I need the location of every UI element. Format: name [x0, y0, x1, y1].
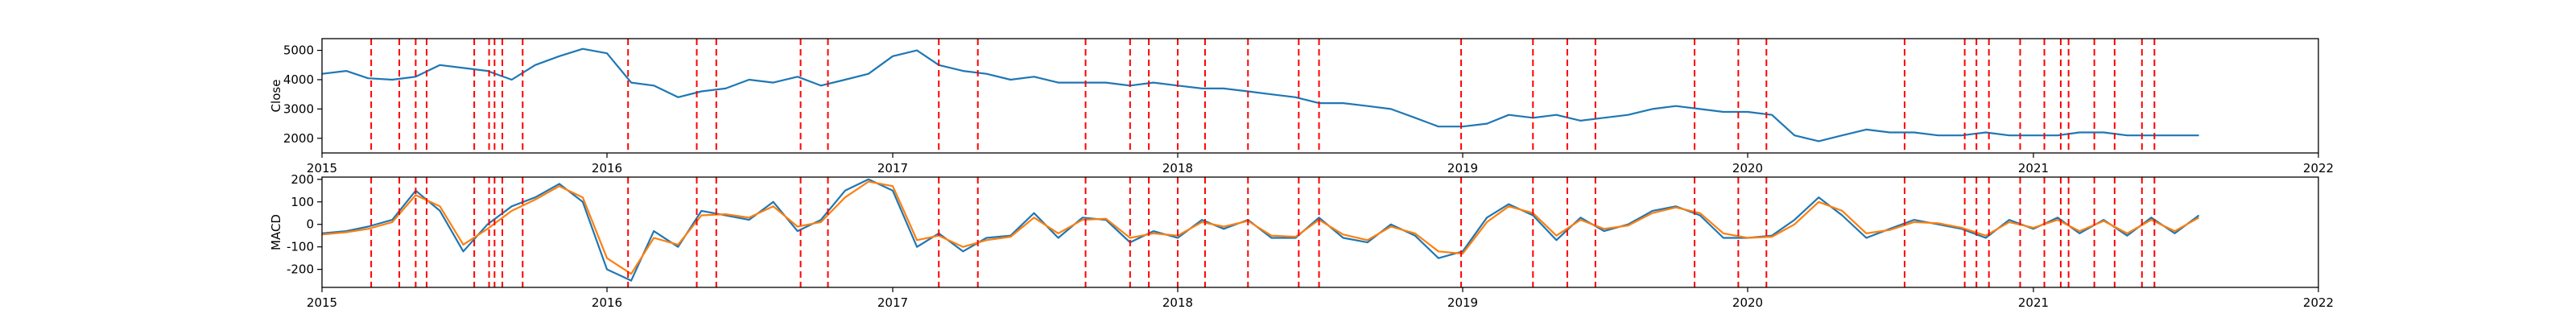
close-series-line: [321, 47, 2199, 142]
x-tick-label: 2019: [1447, 161, 1478, 175]
x-tick-label: 2021: [2018, 161, 2049, 175]
signal-series-line: [321, 180, 2200, 275]
y-axis-label: Close: [269, 80, 283, 113]
macd-series-line: [321, 178, 2200, 282]
x-tick-label: 2021: [2018, 295, 2049, 310]
y-axis-label: MACD: [269, 214, 283, 250]
x-tick-label: 2020: [1732, 295, 1763, 310]
x-tick-label: 2022: [2303, 161, 2334, 175]
x-tick-label: 2022: [2303, 295, 2334, 310]
x-tick-label: 2016: [592, 295, 622, 310]
y-tick-label: 2000: [283, 131, 314, 146]
x-tick-label: 2018: [1162, 161, 1193, 175]
y-tick-label: 100: [291, 195, 314, 209]
x-tick-label: 2019: [1447, 295, 1478, 310]
y-tick-label: 4000: [283, 72, 314, 87]
macd-panel: -200 -100 0 100 200 2015 2016 2017 2018 2019 2020 2…: [269, 172, 2334, 310]
x-tick-label: 2017: [877, 161, 908, 175]
y-tick-label: 200: [291, 172, 314, 187]
x-tick-label: 2015: [307, 295, 337, 310]
y-tick-label: 3000: [283, 101, 314, 116]
x-tick-label: 2016: [592, 161, 622, 175]
x-tick-label: 2015: [307, 161, 337, 175]
x-tick-label: 2017: [877, 295, 908, 310]
y-tick-label: 5000: [283, 43, 314, 58]
y-tick-label: -100: [287, 240, 314, 254]
y-tick-label: 0: [306, 217, 314, 232]
x-tick-label: 2020: [1732, 161, 1763, 175]
axes-frame: [321, 176, 2319, 288]
axes-frame: [321, 38, 2319, 154]
y-tick-label: -200: [287, 262, 314, 277]
x-tick-label: 2018: [1162, 295, 1193, 310]
close-price-panel: 2000 3000 4000 5000 2015 2016 2017 2018 2019 2020…: [269, 38, 2334, 175]
